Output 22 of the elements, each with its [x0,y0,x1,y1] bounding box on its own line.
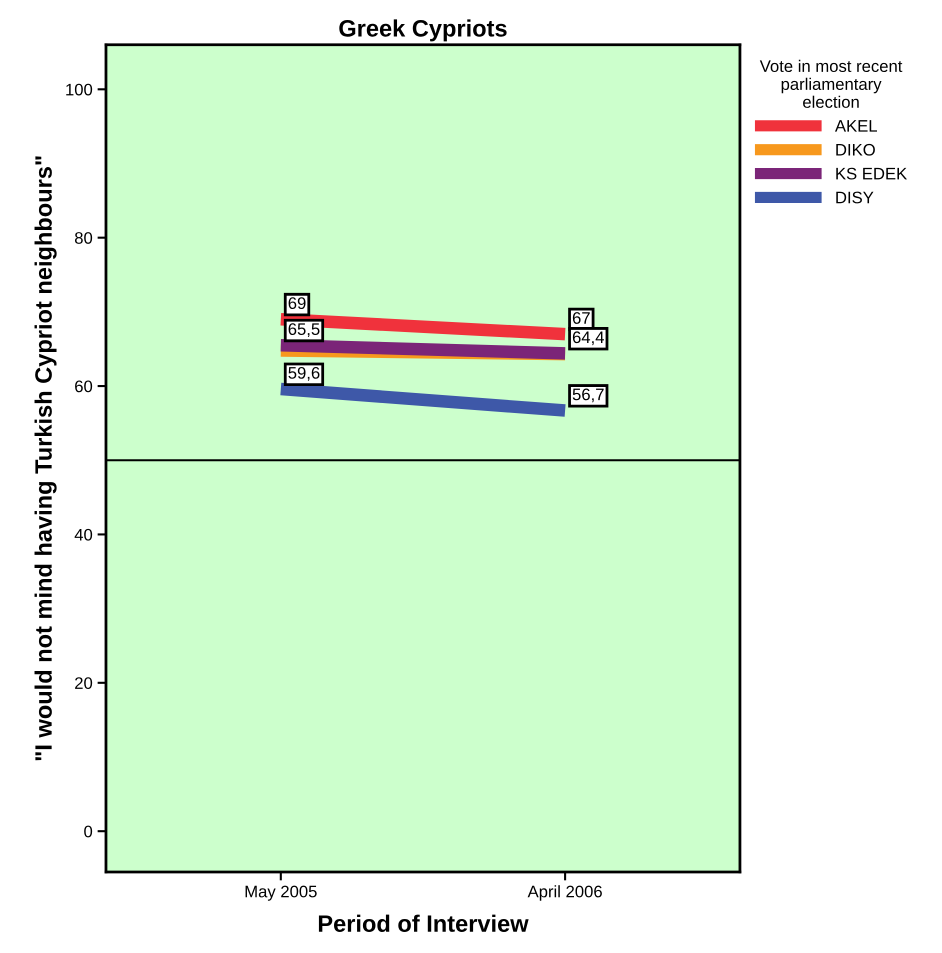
y-tick-label: 60 [75,380,92,392]
data-label: 64,4 [572,331,604,346]
legend-title: Vote in most recent parliamentary election [760,60,902,108]
legend-label: KS EDEK [836,168,908,180]
legend-label: DIKO [836,144,875,156]
y-axis-title: "I would not mind having Turkish Cypriot neighbours" [34,156,57,760]
y-tick-label: 40 [74,528,92,541]
chart-title: Greek Cypriots [339,19,507,42]
x-tick-label: May 2005 [246,886,317,901]
legend-label: AKEL [834,120,878,132]
data-label: 67 [572,312,590,324]
data-label: 59,6 [288,366,320,381]
y-tick-label: 80 [74,232,92,244]
y-tick-label: 0 [84,826,92,838]
y-tick-label: 20 [75,677,92,690]
x-axis-title: Period of Interview [318,914,529,932]
x-tick-label: April 2006 [528,885,602,901]
data-label: 56,7 [572,388,604,402]
y-tick-label: 100 [66,84,92,96]
data-label: 69 [288,297,306,310]
legend-label: DISY [836,192,874,204]
data-label: 65,5 [288,323,320,337]
